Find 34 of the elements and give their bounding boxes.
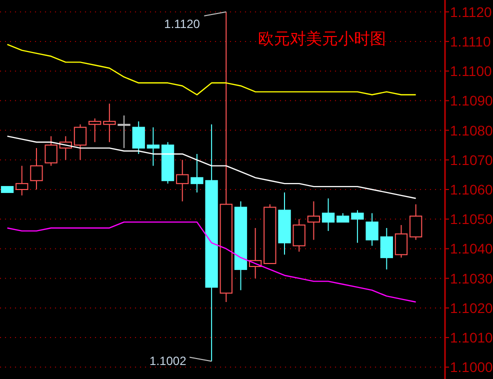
- y-tick-label: 1.1120: [450, 4, 492, 20]
- candlestick: [44, 136, 58, 166]
- candlestick: [380, 227, 393, 270]
- y-tick-label: 1.1050: [450, 211, 493, 228]
- candlestick: [351, 210, 364, 244]
- candlestick: [30, 148, 43, 190]
- annotation: 1.1002: [150, 354, 187, 368]
- annotation: 1.1120: [164, 16, 200, 31]
- y-tick-label: 1.1000: [450, 359, 493, 376]
- candlestick: [394, 224, 408, 258]
- y-tick-label: 1.1110: [450, 33, 491, 50]
- candlestick: [132, 120, 145, 154]
- y-tick-label: 1.1040: [450, 240, 493, 257]
- candlestick: [366, 212, 378, 246]
- y-tick-label: 1.1080: [450, 122, 493, 138]
- candlestick: [74, 124, 87, 160]
- candlestick: [88, 118, 102, 143]
- candlestick: [322, 198, 335, 232]
- candlestick: [176, 159, 189, 202]
- y-tick-label: 1.1060: [450, 182, 493, 198]
- y-tick-label: 1.1090: [450, 92, 493, 109]
- candlestick: [146, 126, 160, 166]
- text: 欧元对美元小时图: [258, 30, 386, 48]
- candlestick: [307, 200, 320, 240]
- y-tick-label: 1.1100: [450, 63, 492, 80]
- y-tick-label: 1.1030: [450, 270, 493, 286]
- line-series: [6, 221, 416, 303]
- y-tick-label: 1.1070: [450, 152, 493, 168]
- candlestick: [292, 218, 306, 252]
- candlestick: [409, 204, 422, 240]
- y-tick-label: 1.1010: [450, 330, 493, 346]
- y-tick-label: 1.1020: [450, 300, 493, 316]
- line-series: [6, 136, 416, 199]
- candlestick: [16, 165, 28, 196]
